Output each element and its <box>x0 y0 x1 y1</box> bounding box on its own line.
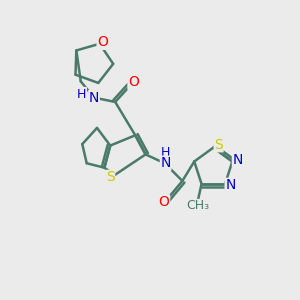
Text: O: O <box>128 75 139 89</box>
Text: O: O <box>97 35 108 49</box>
Text: N: N <box>89 91 99 105</box>
Text: S: S <box>106 170 115 184</box>
Text: S: S <box>214 138 223 152</box>
Text: H: H <box>77 88 86 100</box>
Text: CH₃: CH₃ <box>186 199 210 212</box>
Text: N: N <box>160 156 171 170</box>
Text: O: O <box>159 195 170 209</box>
Text: N: N <box>225 178 236 192</box>
Text: N: N <box>232 153 243 167</box>
Text: H: H <box>161 146 170 159</box>
